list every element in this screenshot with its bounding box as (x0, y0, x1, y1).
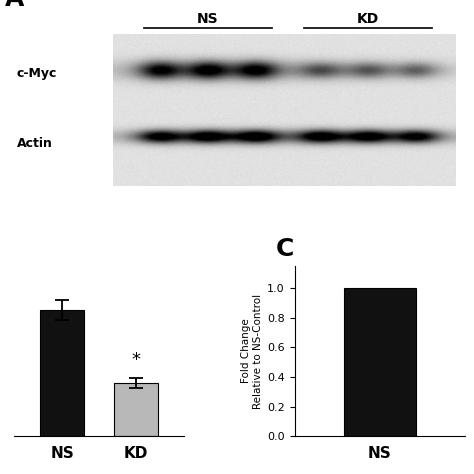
Text: c-Myc: c-Myc (17, 67, 57, 80)
Bar (344, 288, 416, 436)
Text: *: * (132, 351, 141, 369)
Text: A: A (5, 0, 25, 10)
Text: KD: KD (357, 12, 379, 26)
Text: Actin: Actin (17, 137, 53, 150)
Bar (114, 383, 158, 436)
Text: C: C (276, 237, 294, 261)
Bar (40, 310, 84, 436)
Y-axis label: Fold Change
Relative to NS-Control: Fold Change Relative to NS-Control (241, 293, 263, 409)
Text: NS: NS (197, 12, 219, 26)
